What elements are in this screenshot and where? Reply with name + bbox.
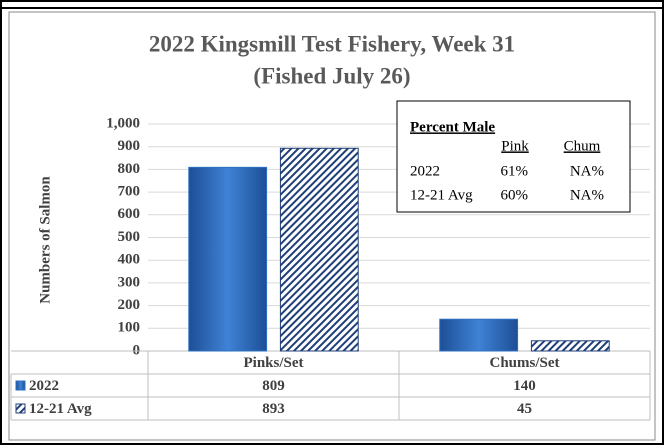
legend-label: 12-21 Avg bbox=[29, 401, 92, 417]
percent-male-box: Percent Male Pink Chum 2022 61% NA% 12-2… bbox=[396, 100, 631, 213]
annotation-column: Pink bbox=[501, 138, 529, 154]
y-tick-label: 900 bbox=[118, 138, 141, 154]
annotation-box bbox=[396, 100, 631, 213]
bar bbox=[188, 166, 268, 352]
y-tick-label: 0 bbox=[133, 342, 141, 358]
y-tick-label: 300 bbox=[118, 274, 141, 290]
y-tick-label: 700 bbox=[118, 184, 141, 200]
table-value: 45 bbox=[517, 401, 532, 417]
x-tick-label: Pinks/Set bbox=[243, 355, 303, 371]
annotation-column: Chum bbox=[564, 138, 601, 154]
annotation-row-label: 2022 bbox=[410, 163, 440, 179]
y-tick-label: 500 bbox=[118, 229, 141, 245]
table-value: 893 bbox=[262, 401, 285, 417]
chart-subtitle: (Fished July 26) bbox=[253, 63, 410, 88]
chart-frame bbox=[8, 11, 656, 441]
y-axis-label: Numbers of Salmon bbox=[37, 176, 53, 304]
table-value: 140 bbox=[513, 378, 536, 394]
annotation-value: 61% bbox=[501, 163, 529, 179]
table-value: 809 bbox=[262, 378, 285, 394]
bar bbox=[530, 340, 610, 352]
annotation-value: 60% bbox=[501, 187, 529, 203]
x-tick-label: Chums/Set bbox=[489, 355, 559, 371]
bar bbox=[279, 147, 359, 352]
bar bbox=[439, 318, 519, 352]
annotation-title: Percent Male bbox=[410, 119, 495, 135]
y-tick-label: 1,000 bbox=[106, 115, 140, 131]
y-tick-label: 100 bbox=[118, 320, 141, 336]
legend-swatch bbox=[15, 380, 26, 391]
annotation-value: NA% bbox=[570, 187, 604, 203]
y-tick-label: 200 bbox=[118, 297, 141, 313]
legend-label: 2022 bbox=[29, 378, 59, 394]
y-tick-label: 400 bbox=[118, 252, 141, 268]
annotation-value: NA% bbox=[570, 163, 604, 179]
legend-swatch bbox=[15, 403, 26, 414]
y-tick-label: 600 bbox=[118, 206, 141, 222]
y-tick-label: 800 bbox=[118, 161, 141, 177]
annotation-row-label: 12-21 Avg bbox=[410, 187, 473, 203]
chart-title: 2022 Kingsmill Test Fishery, Week 31 bbox=[149, 31, 515, 56]
